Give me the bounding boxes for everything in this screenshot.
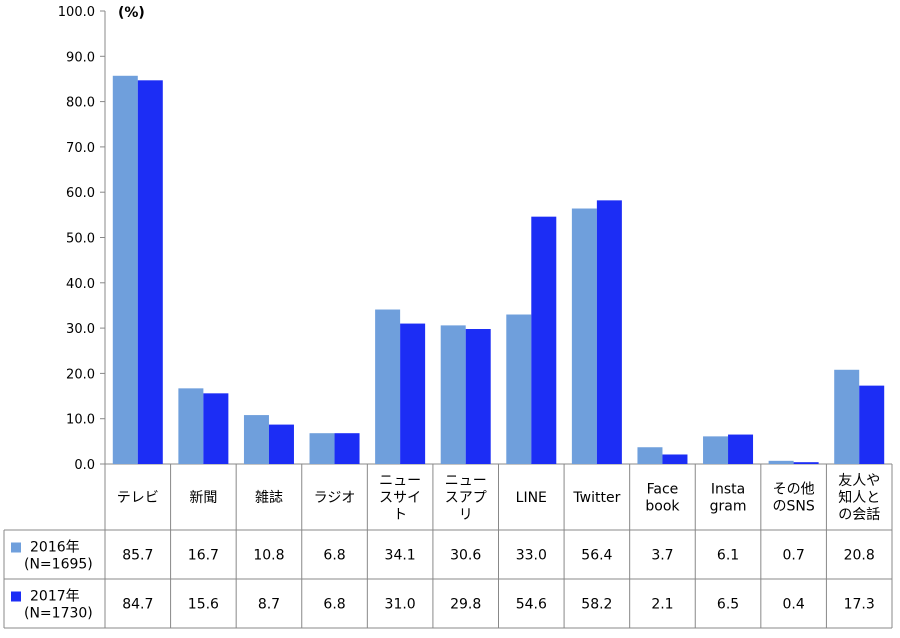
category-label: ニュー xyxy=(445,473,487,489)
bar-2016-7 xyxy=(571,208,597,464)
y-tick-label: 20.0 xyxy=(66,367,95,382)
data-label: 10.8 xyxy=(253,548,284,564)
bar-2017-11 xyxy=(859,385,885,464)
category-label: book xyxy=(645,499,680,515)
data-label: 29.8 xyxy=(450,597,481,613)
legend-swatch xyxy=(11,591,21,602)
category-label: スアプ xyxy=(445,490,487,506)
y-tick-label: 50.0 xyxy=(66,232,95,247)
legend-label: (N=1730) xyxy=(24,606,93,622)
bar-2016-10 xyxy=(768,460,794,464)
y-tick-label: 60.0 xyxy=(66,186,95,201)
bar-2017-3 xyxy=(334,433,360,464)
bar-2016-8 xyxy=(637,447,663,464)
bar-2017-10 xyxy=(793,462,819,464)
data-label: 2.1 xyxy=(651,597,673,613)
category-label: Face xyxy=(647,482,679,498)
category-label: Insta xyxy=(711,482,745,498)
data-label: 34.1 xyxy=(385,548,416,564)
data-label: 3.7 xyxy=(651,548,673,564)
bar-2017-9 xyxy=(728,434,754,464)
data-label: 8.7 xyxy=(258,597,280,613)
data-label: 54.6 xyxy=(516,597,547,613)
chart-grid xyxy=(3,463,893,629)
y-tick-label: 40.0 xyxy=(66,277,95,292)
bar-2016-6 xyxy=(506,314,532,464)
bar-2017-2 xyxy=(268,424,294,464)
data-label: 33.0 xyxy=(516,548,547,564)
y-tick-label: 30.0 xyxy=(66,322,95,337)
bar-2016-1 xyxy=(178,388,204,464)
bar-2016-2 xyxy=(243,415,269,464)
data-label: 56.4 xyxy=(581,548,612,564)
data-label: 6.5 xyxy=(717,597,739,613)
legend-label: 2017年 xyxy=(30,589,80,605)
bar-2016-4 xyxy=(375,309,401,464)
data-label: 6.8 xyxy=(323,548,345,564)
legend-label: 2016年 xyxy=(30,540,80,556)
y-tick-label: 80.0 xyxy=(66,96,95,111)
category-label: ニュー xyxy=(379,473,421,489)
legend-label: (N=1695) xyxy=(24,557,93,573)
category-label: Twitter xyxy=(572,490,620,506)
data-label: 17.3 xyxy=(844,597,875,613)
category-label: のSNS xyxy=(773,499,815,515)
data-label: 16.7 xyxy=(188,548,219,564)
y-tick-label: 90.0 xyxy=(66,50,95,65)
category-label: 知人と xyxy=(838,489,880,506)
bar-2017-8 xyxy=(662,454,688,464)
category-label: 新聞 xyxy=(189,490,217,506)
bar-2017-0 xyxy=(137,80,163,465)
y-tick-label: 100.0 xyxy=(58,5,95,20)
bar-2016-3 xyxy=(309,433,335,464)
y-axis: 0.0 10.0 20.0 30.0 40.0 50.0 60.0 70.0 80.0 90.0 1… xyxy=(58,5,106,473)
bar-2016-5 xyxy=(440,325,466,464)
data-label: 0.4 xyxy=(782,597,804,613)
unit-label: (%) xyxy=(118,5,145,21)
category-label: LINE xyxy=(516,490,547,506)
category-label: その他 xyxy=(773,482,815,498)
data-label: 85.7 xyxy=(122,548,153,564)
bar-2017-5 xyxy=(465,329,491,464)
bar-2016-9 xyxy=(703,436,729,464)
data-label: 58.2 xyxy=(581,597,612,613)
category-label: ト xyxy=(393,507,407,523)
data-label: 6.8 xyxy=(323,597,345,613)
bar-group xyxy=(112,75,885,465)
bar-2017-7 xyxy=(596,200,622,464)
category-label: リ xyxy=(459,507,473,523)
category-label: 友人や xyxy=(838,473,880,489)
legend-swatch xyxy=(11,542,21,553)
bar-2017-4 xyxy=(400,323,426,464)
category-label: ラジオ xyxy=(314,490,356,506)
data-label: 31.0 xyxy=(385,597,416,613)
bar-2017-6 xyxy=(531,216,557,464)
bar-2016-11 xyxy=(834,369,860,464)
y-tick-label: 10.0 xyxy=(66,413,95,428)
bar-2016-0 xyxy=(112,75,138,465)
bar-2017-1 xyxy=(203,393,229,464)
data-label: 20.8 xyxy=(844,548,875,564)
data-label: 84.7 xyxy=(122,597,153,613)
data-label: 6.1 xyxy=(717,548,739,564)
data-label: 30.6 xyxy=(450,548,481,564)
data-label: 15.6 xyxy=(188,597,219,613)
y-tick-label: 0.0 xyxy=(74,458,95,473)
y-tick-label: 70.0 xyxy=(66,141,95,156)
category-label: の会話 xyxy=(838,506,880,523)
category-label: gram xyxy=(710,499,747,515)
data-label: 0.7 xyxy=(782,548,804,564)
category-label: テレビ xyxy=(117,490,159,506)
category-label: 雑誌 xyxy=(255,490,283,506)
category-label: スサイ xyxy=(379,490,421,506)
